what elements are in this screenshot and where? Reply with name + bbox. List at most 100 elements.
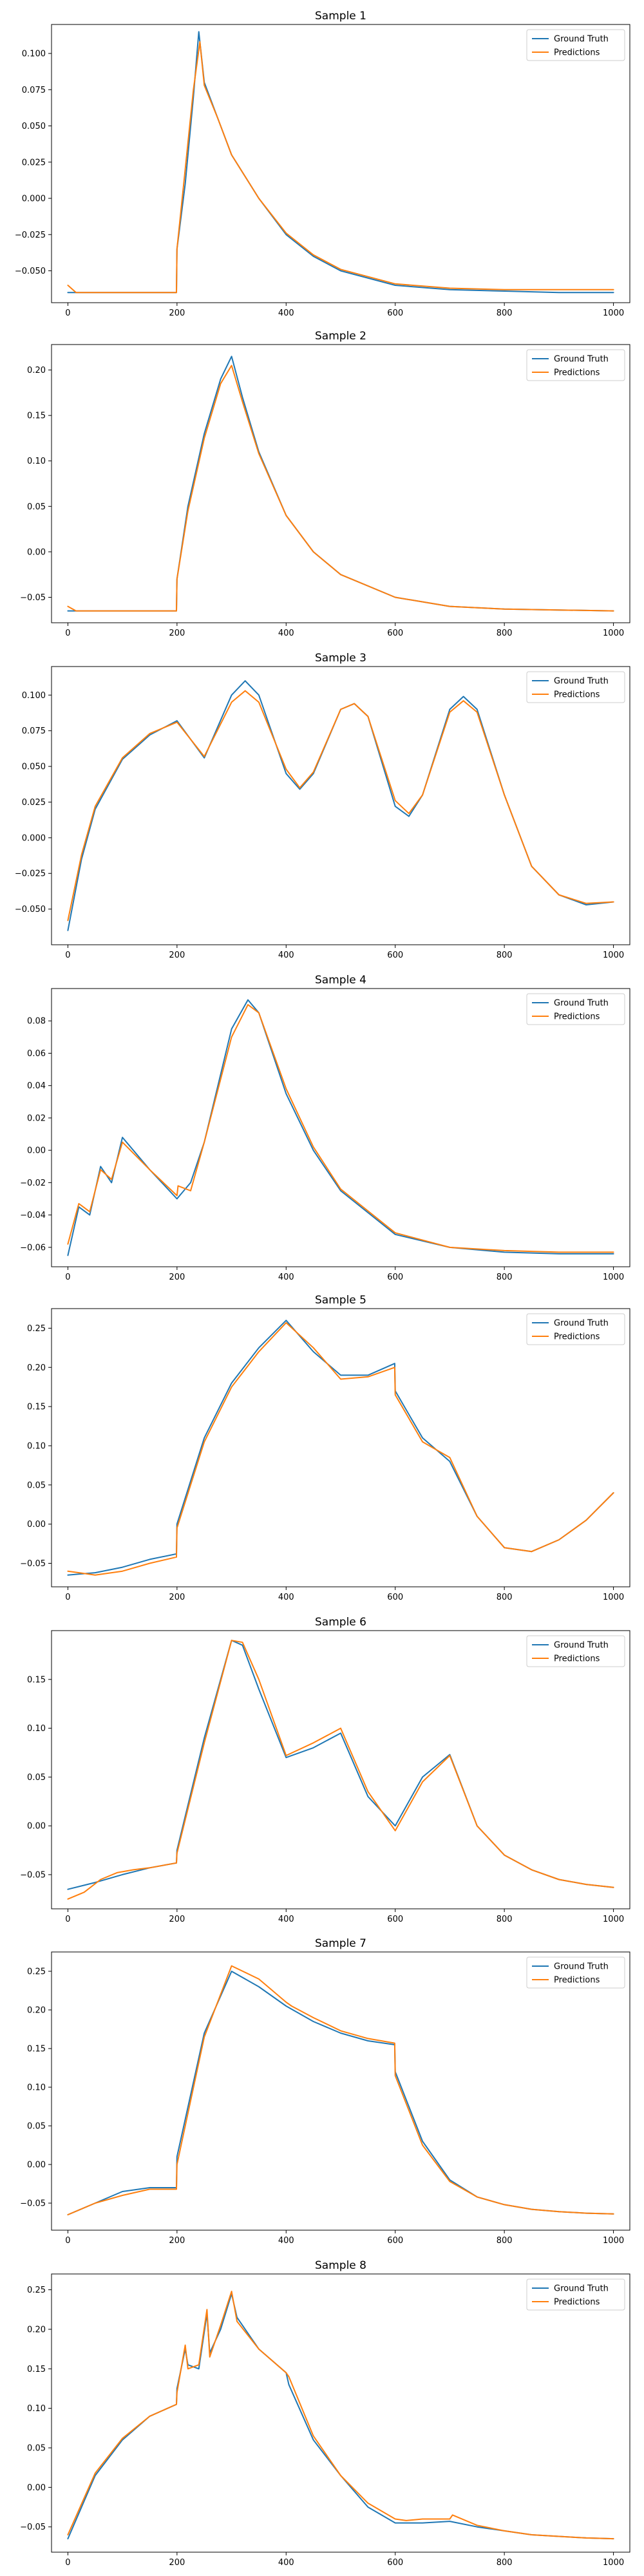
y-tick-label: 0.050 <box>22 762 46 772</box>
y-tick-label: −0.02 <box>20 1179 46 1188</box>
y-tick-label: 0.00 <box>27 1146 46 1156</box>
legend-label: Predictions <box>554 690 600 700</box>
y-tick-label: 0.00 <box>27 2483 46 2493</box>
x-tick-label: 200 <box>169 2236 185 2246</box>
legend-box <box>526 671 625 703</box>
subplot-1: Sample 1 0 200 400 600 800 1000 −0.050 −0.025 0.0… <box>15 10 630 318</box>
y-tick-label: 0.10 <box>27 457 46 466</box>
x-tick-label: 1000 <box>603 1915 624 1924</box>
x-tick-label: 600 <box>387 1273 403 1282</box>
subplot-8: Sample 8 0 200 400 600 800 1000 −0.05 0.00 0.05 0.… <box>20 2259 630 2568</box>
chart-title: Sample 8 <box>315 2259 366 2272</box>
x-tick-label: 200 <box>169 951 185 960</box>
y-tick-label: 0.20 <box>27 366 46 375</box>
subplot-5: Sample 5 0 200 400 600 800 1000 −0.05 0.00 0.05 0.… <box>20 1294 630 1602</box>
legend-label: Ground Truth <box>554 2284 609 2294</box>
legend-label: Predictions <box>554 48 600 58</box>
y-tick-label: −0.06 <box>20 1243 46 1253</box>
x-tick-label: 1000 <box>603 1273 624 1282</box>
legend-label: Predictions <box>554 1012 600 1022</box>
y-tick-label: −0.05 <box>20 2523 46 2532</box>
series-line-predictions <box>67 1965 614 2215</box>
x-tick-label: 400 <box>278 1593 294 1602</box>
x-tick-label: 200 <box>169 308 185 318</box>
y-tick-label: −0.025 <box>15 869 46 879</box>
y-tick-label: −0.05 <box>20 1559 46 1569</box>
x-tick-label: 1000 <box>603 951 624 960</box>
x-tick-label: 400 <box>278 2558 294 2568</box>
subplot-2: Sample 2 0 200 400 600 800 1000 −0.05 0.00 0.05 0.… <box>20 330 630 638</box>
y-tick-label: 0.00 <box>27 547 46 557</box>
y-tick-label: 0.025 <box>22 158 46 167</box>
y-tick-label: 0.05 <box>27 502 46 512</box>
y-tick-label: 0.000 <box>22 833 46 843</box>
series-line-predictions <box>67 365 614 612</box>
y-tick-label: 0.02 <box>27 1113 46 1123</box>
y-tick-label: 0.025 <box>22 798 46 808</box>
x-tick-label: 400 <box>278 1273 294 1282</box>
x-tick-label: 1000 <box>603 1593 624 1602</box>
legend: Ground Truth Predictions <box>526 1956 625 1989</box>
chart-title: Sample 7 <box>315 1937 366 1950</box>
legend-label: Predictions <box>554 1976 600 1985</box>
legend-box <box>526 2278 625 2311</box>
series-line-predictions <box>67 41 614 294</box>
x-tick-label: 200 <box>169 1915 185 1924</box>
y-tick-label: 0.05 <box>27 2444 46 2454</box>
subplot-4: Sample 4 0 200 400 600 800 1000 −0.06 −0.04 −0.02… <box>20 974 630 1282</box>
legend-label: Ground Truth <box>554 1962 609 1972</box>
x-tick-label: 400 <box>278 1915 294 1924</box>
x-tick-label: 600 <box>387 2558 403 2568</box>
x-tick-label: 1000 <box>603 629 624 638</box>
legend-box <box>526 349 625 381</box>
plot-frame <box>51 666 630 945</box>
legend-box <box>526 29 625 61</box>
plot-frame <box>51 988 630 1267</box>
legend: Ground Truth Predictions <box>526 1313 625 1345</box>
y-tick-label: 0.05 <box>27 1481 46 1490</box>
x-tick-label: 400 <box>278 2236 294 2246</box>
x-tick-label: 0 <box>65 2558 70 2568</box>
y-tick-label: −0.050 <box>15 267 46 276</box>
subplot-6: Sample 6 0 200 400 600 800 1000 −0.05 0.00 0.05 0.… <box>20 1616 630 1924</box>
y-tick-label: 0.075 <box>22 86 46 95</box>
x-tick-label: 0 <box>65 1593 70 1602</box>
x-tick-label: 200 <box>169 629 185 638</box>
x-tick-label: 800 <box>497 629 513 638</box>
chart-title: Sample 3 <box>315 652 366 665</box>
legend: Ground Truth Predictions <box>526 671 625 703</box>
x-tick-label: 400 <box>278 308 294 318</box>
legend-box <box>526 1956 625 1989</box>
legend: Ground Truth Predictions <box>526 349 625 381</box>
legend: Ground Truth Predictions <box>526 2278 625 2311</box>
legend-label: Ground Truth <box>554 677 609 687</box>
x-tick-label: 200 <box>169 1273 185 1282</box>
y-tick-label: 0.100 <box>22 691 46 701</box>
y-tick-label: 0.25 <box>27 1967 46 1977</box>
y-tick-label: 0.04 <box>27 1081 46 1091</box>
y-tick-label: 0.05 <box>27 2122 46 2132</box>
x-tick-label: 600 <box>387 308 403 318</box>
legend-label: Ground Truth <box>554 35 609 44</box>
legend: Ground Truth Predictions <box>526 993 625 1025</box>
y-tick-label: 0.000 <box>22 194 46 204</box>
x-tick-label: 800 <box>497 2236 513 2246</box>
subplot-7: Sample 7 0 200 400 600 800 1000 −0.05 0.00 0.05 0.… <box>20 1937 630 2246</box>
y-tick-label: 0.20 <box>27 2006 46 2016</box>
legend-label: Ground Truth <box>554 1641 609 1651</box>
y-tick-label: 0.20 <box>27 2325 46 2334</box>
x-tick-label: 800 <box>497 1273 513 1282</box>
x-tick-label: 800 <box>497 1915 513 1924</box>
x-tick-label: 1000 <box>603 2236 624 2246</box>
x-tick-label: 0 <box>65 1273 70 1282</box>
y-tick-label: 0.15 <box>27 412 46 421</box>
y-tick-label: −0.05 <box>20 2199 46 2209</box>
legend-box <box>526 1635 625 1667</box>
x-tick-label: 600 <box>387 629 403 638</box>
legend-label: Predictions <box>554 1654 600 1664</box>
y-tick-label: 0.075 <box>22 726 46 736</box>
y-tick-label: 0.05 <box>27 1773 46 1783</box>
x-tick-label: 600 <box>387 2236 403 2246</box>
legend-label: Predictions <box>554 1332 600 1342</box>
